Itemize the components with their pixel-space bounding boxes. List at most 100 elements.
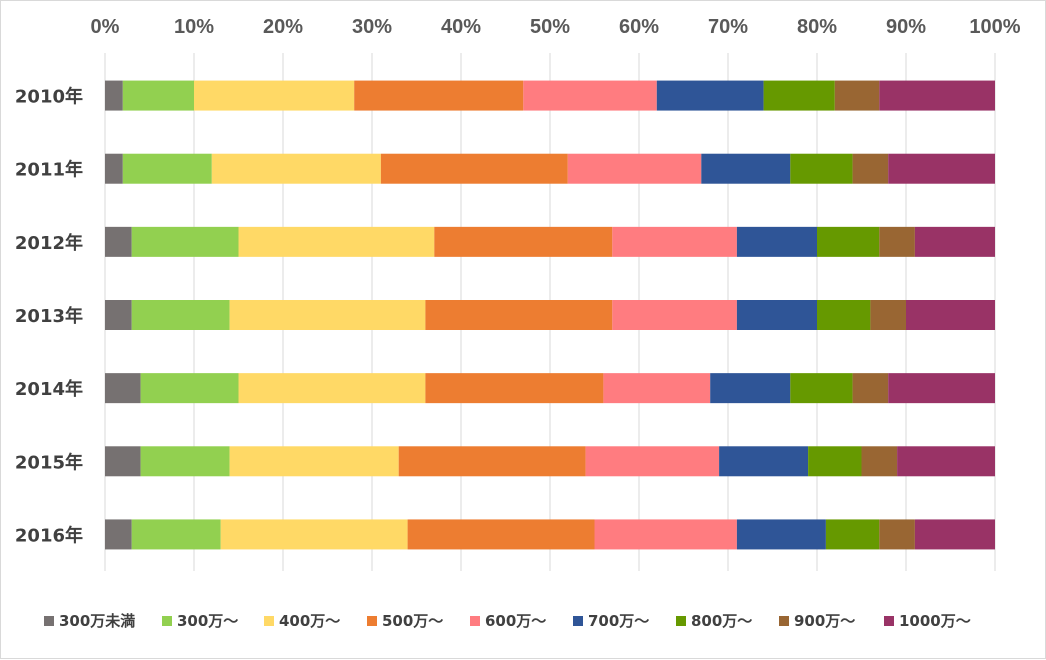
bars	[105, 80, 995, 550]
bar-segment	[834, 80, 880, 111]
x-tick-label: 20%	[263, 16, 303, 38]
legend-label: 400万～	[279, 612, 340, 630]
bar-segment	[906, 300, 995, 330]
legend-label: 700万～	[588, 612, 649, 630]
bar-segment	[229, 300, 426, 330]
bar-segment	[140, 446, 230, 477]
bar-segment	[763, 80, 835, 111]
legend-swatch	[470, 616, 480, 626]
bar-segment	[879, 519, 915, 550]
bar-segment	[585, 446, 720, 477]
bar-segment	[380, 153, 568, 184]
x-tick-label: 100%	[969, 16, 1020, 38]
category-label: 2011年	[15, 159, 83, 181]
bar-segment	[122, 153, 212, 184]
bar-segment	[229, 446, 399, 477]
legend-label: 1000万～	[899, 612, 971, 630]
bar-segment	[914, 226, 995, 257]
legend-swatch	[779, 616, 789, 626]
legend-label: 500万～	[382, 612, 443, 630]
bar-segment	[790, 373, 853, 404]
bar-segment	[425, 373, 604, 404]
bar-segment	[612, 300, 737, 330]
bar-segment	[710, 373, 791, 404]
bar-segment	[131, 300, 230, 330]
bar-segment	[594, 519, 737, 550]
category-label: 2013年	[15, 305, 83, 327]
bar-segment	[719, 446, 809, 477]
category-label: 2016年	[15, 524, 83, 546]
bar-segment	[567, 153, 702, 184]
bar-segment	[817, 300, 871, 330]
x-tick-label: 10%	[174, 16, 214, 38]
bar-segment	[140, 373, 239, 404]
bar-segment	[897, 446, 995, 477]
x-tick-label: 60%	[619, 16, 659, 38]
bar-segment	[736, 519, 826, 550]
bar-segment	[656, 80, 764, 111]
bar-segment	[879, 226, 915, 257]
bar-segment	[701, 153, 791, 184]
bar-segment	[736, 300, 817, 330]
x-tick-label: 0%	[91, 16, 120, 38]
legend-swatch	[44, 616, 54, 626]
bar-segment	[603, 373, 711, 404]
x-tick-label: 90%	[886, 16, 926, 38]
bar-segment	[238, 226, 435, 257]
bar-segment	[131, 519, 221, 550]
category-label: 2014年	[15, 378, 83, 400]
legend-label: 300万～	[177, 612, 238, 630]
legend-swatch	[367, 616, 377, 626]
bar-segment	[122, 80, 194, 111]
x-tick-label: 80%	[797, 16, 837, 38]
bar-segment	[105, 519, 132, 550]
bar-segment	[105, 153, 123, 184]
x-tick-label: 40%	[441, 16, 481, 38]
x-tick-label: 50%	[530, 16, 570, 38]
bar-segment	[105, 226, 132, 257]
bar-segment	[194, 80, 355, 111]
bar-segment	[354, 80, 524, 111]
legend-swatch	[162, 616, 172, 626]
bar-segment	[220, 519, 408, 550]
bar-segment	[736, 226, 817, 257]
legend-label: 800万～	[691, 612, 752, 630]
category-label: 2010年	[15, 86, 83, 108]
bar-segment	[523, 80, 657, 111]
bar-segment	[852, 373, 889, 404]
bar-segment	[914, 519, 995, 550]
legend-label: 300万未満	[59, 612, 135, 630]
bar-segment	[105, 300, 132, 330]
bar-segment	[825, 519, 880, 550]
bar-segment	[211, 153, 381, 184]
bar-segment	[888, 153, 995, 184]
x-tick-label: 30%	[352, 16, 392, 38]
bar-segment	[407, 519, 595, 550]
bar-segment	[808, 446, 862, 477]
bar-segment	[425, 300, 613, 330]
bar-segment	[790, 153, 853, 184]
bar-segment	[888, 373, 995, 404]
bar-segment	[612, 226, 737, 257]
bar-segment	[398, 446, 586, 477]
legend-swatch	[264, 616, 274, 626]
bar-segment	[870, 300, 906, 330]
y-axis-categories: 2010年 2011年 2012年 2013年 2014年 2015年 2016年	[15, 86, 83, 547]
category-label: 2015年	[15, 451, 83, 473]
legend-swatch	[573, 616, 583, 626]
bar-segment	[105, 80, 123, 111]
bar-segment	[238, 373, 426, 404]
bar-segment	[861, 446, 898, 477]
legend-swatch	[676, 616, 686, 626]
legend-swatch	[884, 616, 894, 626]
bar-segment	[105, 373, 141, 404]
bar-segment	[817, 226, 880, 257]
legend: 300万未満 300万～ 400万～ 500万～ 600万～ 700万～ 800万～ 900万…	[44, 612, 971, 630]
x-axis-ticks: 0% 10% 20% 30% 40% 50% 60% 70% 80% 90% 100%	[91, 16, 1021, 38]
bar-segment	[434, 226, 613, 257]
x-tick-label: 70%	[708, 16, 748, 38]
category-label: 2012年	[15, 232, 83, 254]
bar-segment	[852, 153, 889, 184]
